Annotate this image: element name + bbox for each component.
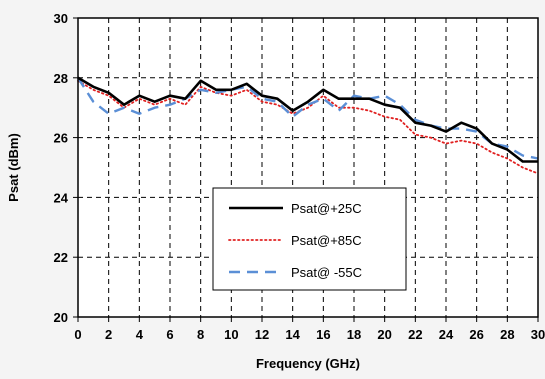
series-line-2 (77, 79, 539, 175)
x-axis-title: Frequency (GHz) (256, 356, 360, 371)
x-tick-label: 10 (224, 327, 238, 342)
series-layer (76, 76, 539, 175)
x-tick-label: 30 (531, 327, 545, 342)
x-axis-ticks: 0 2 4 6 8 10 12 14 16 18 20 22 24 26 28 30 (74, 317, 545, 342)
x-tick-label: 20 (377, 327, 391, 342)
plot-frame (77, 17, 539, 318)
x-tick-label: 0 (74, 327, 81, 342)
x-tick-label: 2 (105, 327, 112, 342)
y-tick-label: 22 (54, 250, 68, 265)
x-tick-label: 28 (500, 327, 514, 342)
x-tick-label: 12 (255, 327, 269, 342)
y-tick-label: 30 (54, 11, 68, 26)
y-axis-title: Psat (dBm) (6, 133, 21, 202)
y-axis-ticks: 20 22 24 26 28 30 (54, 11, 78, 325)
y-tick-label: 26 (54, 131, 68, 146)
x-tick-label: 8 (197, 327, 204, 342)
y-tick-label: 20 (54, 310, 68, 325)
legend: Psat@+25C Psat@+85C Psat@ -55C (212, 187, 407, 291)
x-tick-label: 6 (166, 327, 173, 342)
series-line-1 (77, 76, 538, 163)
series-line-3 (76, 77, 539, 160)
x-tick-label: 18 (347, 327, 361, 342)
x-tick-label: 4 (136, 327, 144, 342)
x-tick-label: 14 (285, 327, 300, 342)
legend-label-2: Psat@+85C (291, 233, 362, 248)
legend-label-1: Psat@+25C (291, 201, 362, 216)
legend-label-3: Psat@ -55C (291, 265, 362, 280)
x-tick-label: 22 (408, 327, 422, 342)
x-tick-label: 16 (316, 327, 330, 342)
legend-box (212, 187, 407, 291)
x-tick-label: 26 (469, 327, 483, 342)
y-tick-label: 28 (54, 71, 68, 86)
x-tick-label: 24 (439, 327, 454, 342)
y-tick-label: 24 (54, 190, 69, 205)
